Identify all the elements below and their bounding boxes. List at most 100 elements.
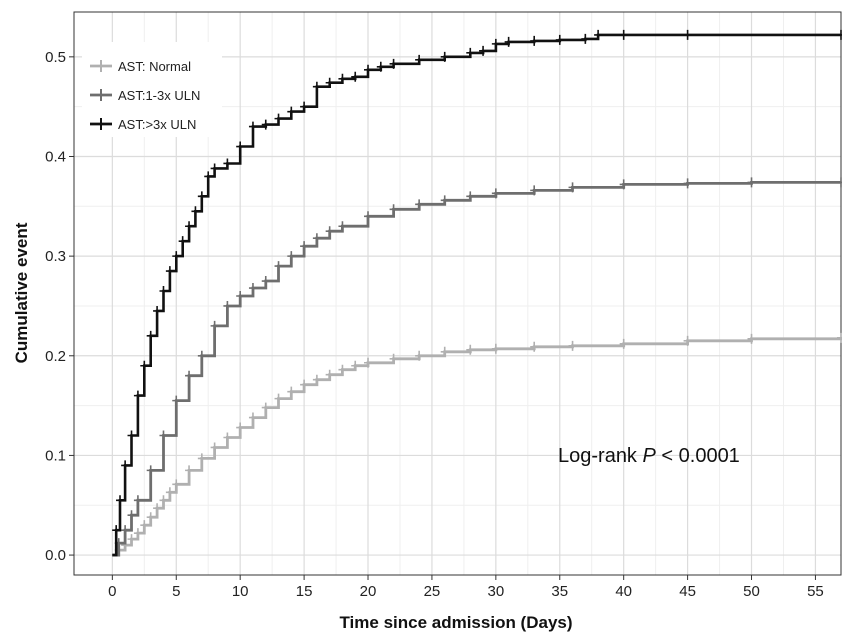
- censor-mark: [197, 350, 206, 361]
- censor-mark: [127, 430, 136, 441]
- censor-mark: [568, 340, 577, 351]
- censor-mark: [683, 335, 692, 346]
- censor-mark: [491, 38, 500, 49]
- x-tick-label: 55: [807, 583, 824, 600]
- y-tick-label: 0.3: [45, 248, 66, 265]
- censor-mark: [191, 206, 200, 217]
- censor-mark: [178, 236, 187, 247]
- censor-mark: [165, 266, 174, 277]
- annotation-italic-p: P: [643, 445, 657, 467]
- censor-mark: [466, 344, 475, 355]
- censor-mark: [185, 465, 194, 476]
- censor-mark: [133, 390, 142, 401]
- censor-mark: [581, 33, 590, 44]
- y-axis-title: Cumulative event: [12, 222, 31, 363]
- censor-mark: [112, 525, 121, 536]
- censor-mark: [185, 370, 194, 381]
- censor-mark: [325, 77, 334, 88]
- censor-mark: [747, 333, 756, 344]
- censor-mark: [159, 286, 168, 297]
- censor-mark: [172, 479, 181, 490]
- annotation-suffix: < 0.0001: [656, 445, 740, 467]
- censor-mark: [837, 177, 842, 188]
- censor-mark: [530, 341, 539, 352]
- censor-mark: [338, 73, 347, 84]
- censor-mark: [116, 495, 125, 506]
- censor-mark: [287, 386, 296, 397]
- censor-mark: [274, 393, 283, 404]
- censor-mark: [172, 251, 181, 262]
- censor-mark: [159, 430, 168, 441]
- censor-mark: [683, 178, 692, 189]
- censor-mark: [223, 300, 232, 311]
- legend-background: [82, 42, 222, 137]
- x-tick-label: 35: [551, 583, 568, 600]
- censor-mark: [223, 432, 232, 443]
- censor-mark: [389, 353, 398, 364]
- censor-mark: [172, 395, 181, 406]
- censor-mark: [248, 412, 257, 423]
- x-tick-label: 5: [172, 583, 180, 600]
- censor-mark: [146, 330, 155, 341]
- censor-mark: [133, 495, 142, 506]
- censor-mark: [197, 453, 206, 464]
- censor-mark: [466, 191, 475, 202]
- censor-mark: [415, 199, 424, 210]
- censor-mark: [274, 261, 283, 272]
- censor-mark: [159, 495, 168, 506]
- censor-mark: [210, 442, 219, 453]
- series-line: [112, 181, 841, 557]
- y-tick-label: 0.1: [45, 447, 66, 464]
- censor-mark: [127, 510, 136, 521]
- censor-mark: [165, 487, 174, 498]
- censor-mark: [146, 465, 155, 476]
- censor-mark: [153, 305, 162, 316]
- x-tick-label: 30: [488, 583, 505, 600]
- censor-mark: [133, 528, 142, 539]
- legend-label: AST:1-3x ULN: [118, 88, 200, 103]
- x-tick-label: 15: [296, 583, 313, 600]
- censor-mark: [338, 221, 347, 232]
- censor-mark: [619, 338, 628, 349]
- censor-mark: [325, 369, 334, 380]
- censor-mark: [248, 121, 257, 132]
- censor-mark: [210, 320, 219, 331]
- censor-mark: [530, 35, 539, 46]
- censor-mark: [619, 179, 628, 190]
- y-tick-label: 0.5: [45, 49, 66, 66]
- legend-label: AST: Normal: [118, 59, 191, 74]
- censor-mark: [127, 534, 136, 545]
- censor-mark: [121, 525, 130, 536]
- censor-mark: [274, 113, 283, 124]
- censor-mark: [351, 360, 360, 371]
- censor-mark: [312, 374, 321, 385]
- x-tick-label: 0: [108, 583, 116, 600]
- censor-mark: [140, 360, 149, 371]
- censor-mark: [300, 101, 309, 112]
- censor-mark: [389, 58, 398, 69]
- censor-mark: [555, 34, 564, 45]
- censor-mark: [837, 332, 842, 343]
- censor-mark: [338, 364, 347, 375]
- censor-mark: [389, 204, 398, 215]
- annotation-prefix: Log-rank: [558, 445, 643, 467]
- axes-layer: 0 5 10 15 20 25 30 35 40 45 50 55 0.0 0.1 0.2 0.3 0.4 0.5: [45, 49, 824, 600]
- censor-mark: [364, 357, 373, 368]
- censor-mark: [415, 54, 424, 65]
- censor-mark: [837, 29, 842, 40]
- censor-mark: [197, 191, 206, 202]
- censor-mark: [376, 61, 385, 72]
- censor-mark: [594, 29, 603, 40]
- censor-mark: [261, 402, 270, 413]
- censor-mark: [236, 290, 245, 301]
- censor-mark: [312, 233, 321, 244]
- censor-mark: [185, 221, 194, 232]
- censor-mark: [204, 171, 213, 182]
- y-tick-label: 0.0: [45, 547, 66, 564]
- censor-mark: [491, 188, 500, 199]
- censor-mark: [351, 71, 360, 82]
- y-tick-label: 0.2: [45, 348, 66, 365]
- plot-panel-border: [73, 11, 842, 576]
- censor-mark: [619, 29, 628, 40]
